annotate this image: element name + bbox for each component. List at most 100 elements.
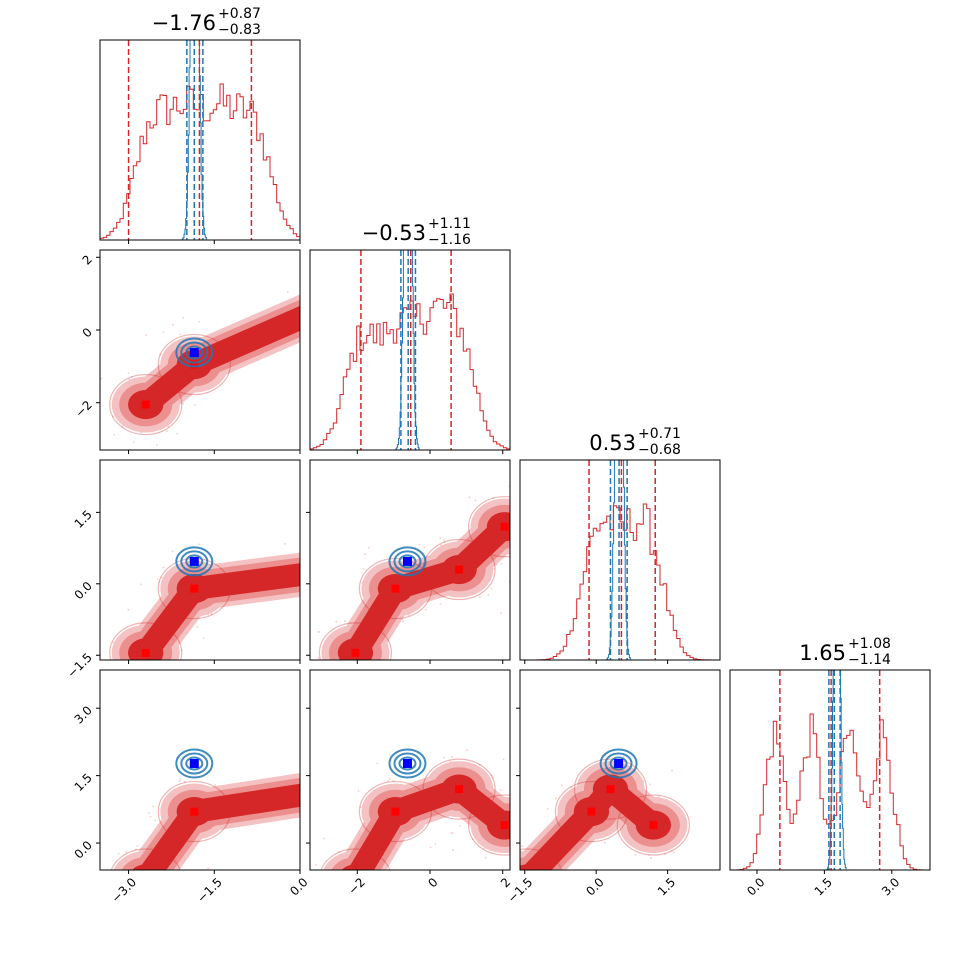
sample-point <box>330 308 332 310</box>
x-tick-label: 0.0 <box>744 875 767 898</box>
truth-point <box>402 556 412 566</box>
mode-marker <box>456 821 464 829</box>
sample-point <box>622 755 625 758</box>
sample-point <box>324 279 326 281</box>
sample-point <box>353 287 355 289</box>
sample-point <box>329 800 331 802</box>
sample-point <box>198 320 201 323</box>
sample-point <box>334 299 336 301</box>
sample-point <box>451 820 453 822</box>
sample-point <box>337 763 339 765</box>
sample-point <box>454 831 456 833</box>
sample-point <box>334 554 336 556</box>
truth-point <box>402 758 412 768</box>
sample-point <box>438 533 440 535</box>
param-title-minus: −0.83 <box>218 22 261 38</box>
pair-panel-2-1 <box>99 226 496 451</box>
y-tick-label: 1.5 <box>72 771 95 794</box>
sample-point <box>536 889 538 891</box>
sample-point <box>98 877 100 879</box>
sample-point <box>452 277 454 279</box>
sample-point <box>332 788 334 790</box>
sample-point <box>369 784 371 786</box>
sample-point <box>546 807 549 810</box>
sample-point <box>478 596 481 599</box>
sample-point <box>451 755 454 758</box>
sample-point <box>316 317 318 319</box>
sample-point <box>474 499 477 502</box>
sample-point <box>549 491 551 493</box>
red-histogram <box>520 503 720 661</box>
sample-point <box>521 524 523 526</box>
red-contour-level-3 <box>341 774 510 870</box>
sample-point <box>485 226 487 228</box>
sample-point <box>357 677 359 679</box>
sample-point <box>441 841 443 843</box>
sample-point <box>336 791 338 793</box>
truth-point <box>189 556 199 566</box>
sample-point <box>452 290 454 292</box>
sample-point <box>326 279 328 281</box>
sample-point <box>343 787 345 789</box>
sample-point <box>155 880 157 882</box>
sample-point <box>363 561 365 563</box>
sample-point <box>538 876 540 878</box>
sample-point <box>465 749 468 752</box>
sample-point <box>443 541 446 544</box>
mode-marker <box>190 807 199 816</box>
sample-point <box>342 299 344 301</box>
sample-point <box>436 264 438 266</box>
sample-point <box>346 583 348 585</box>
sample-point <box>159 353 162 356</box>
panel-frame <box>519 669 721 871</box>
sample-point <box>439 530 441 532</box>
sample-point <box>344 879 346 881</box>
sample-point <box>328 541 330 543</box>
sample-point <box>314 820 316 822</box>
sample-point <box>363 875 365 877</box>
x-tick-label: 3.0 <box>879 875 902 898</box>
sample-point <box>354 302 356 304</box>
sample-point <box>333 675 335 677</box>
sample-point <box>353 293 355 295</box>
sample-point <box>341 771 343 773</box>
panel-frame <box>309 459 511 661</box>
sample-point <box>134 871 136 873</box>
blue-contour <box>604 752 633 775</box>
sample-point <box>127 372 130 375</box>
blue-contour <box>393 752 422 775</box>
sample-point <box>376 762 379 765</box>
sample-point <box>445 282 447 284</box>
sample-point <box>464 477 466 479</box>
sample-point <box>171 550 174 553</box>
sample-point <box>359 806 362 808</box>
sample-point <box>492 497 495 499</box>
sample-point <box>322 826 324 828</box>
sample-point <box>344 889 346 891</box>
pair-panel-3-1 <box>99 459 466 698</box>
sample-point <box>446 283 448 285</box>
sample-point <box>146 696 148 698</box>
sample-point <box>355 770 357 772</box>
sample-point <box>534 906 536 908</box>
sample-point <box>462 252 464 254</box>
sample-point <box>456 494 458 496</box>
sample-point <box>558 909 560 911</box>
sample-point <box>513 851 515 853</box>
sample-point <box>491 776 494 779</box>
sample-point <box>131 663 133 665</box>
sample-point <box>523 897 525 899</box>
sample-point <box>132 899 134 901</box>
sample-point <box>463 528 465 530</box>
sample-point <box>478 764 481 766</box>
sample-point <box>494 274 496 276</box>
mode-marker <box>391 807 400 816</box>
sample-point <box>125 851 128 854</box>
sample-point <box>369 660 371 662</box>
sample-point <box>157 871 159 873</box>
sample-point <box>149 896 151 898</box>
sample-point <box>452 281 454 283</box>
sample-point <box>331 321 333 323</box>
diag-panel-3: 0.53 +0.71−0.68 <box>519 426 721 661</box>
blue-contour <box>599 748 638 779</box>
